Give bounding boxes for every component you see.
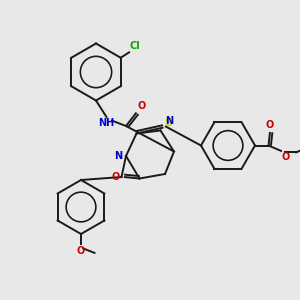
Text: N: N: [165, 116, 173, 126]
Text: O: O: [137, 101, 146, 111]
Text: N: N: [114, 151, 122, 161]
Text: O: O: [112, 172, 120, 182]
Text: S: S: [164, 118, 172, 128]
Text: O: O: [282, 152, 290, 162]
Text: Cl: Cl: [130, 41, 141, 52]
Text: NH: NH: [98, 118, 114, 128]
Text: O: O: [266, 120, 274, 130]
Text: O: O: [77, 246, 85, 256]
